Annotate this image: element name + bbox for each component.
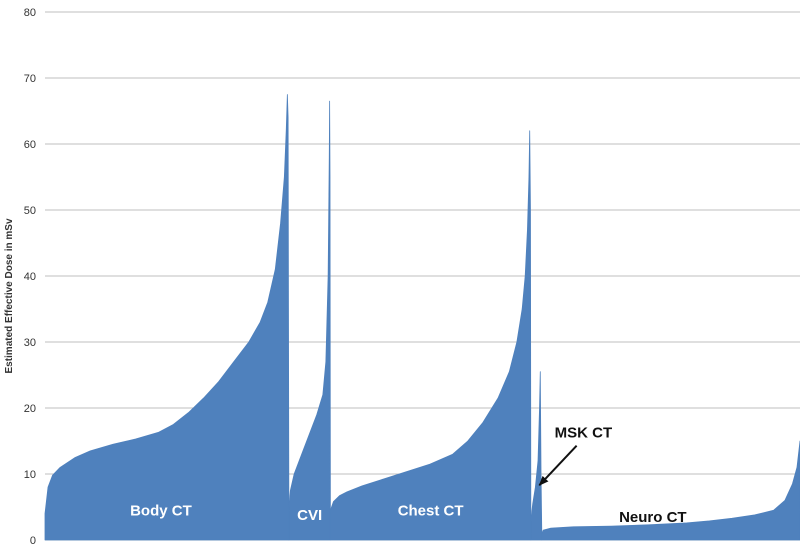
series-label-neuro-ct: Neuro CT <box>619 509 687 526</box>
annotation-msk-ct: MSK CT <box>555 425 613 442</box>
y-tick-label-60: 60 <box>24 139 36 151</box>
y-tick-label-30: 30 <box>24 337 36 349</box>
annotation-arrow <box>538 445 578 486</box>
y-axis-title: Estimated Effective Dose in mSv <box>4 218 15 373</box>
annotations: MSK CT <box>538 425 613 486</box>
series-label-cvi: CVI <box>297 507 322 524</box>
area-msk-ct <box>530 371 543 541</box>
plot-areas <box>44 94 800 541</box>
y-tick-label-10: 10 <box>24 469 36 481</box>
y-axis-ticks: 0 10 20 30 40 50 60 70 80 <box>24 7 36 544</box>
series-labels: Body CT CVI Chest CT Neuro CT <box>130 502 686 526</box>
series-label-body-ct: Body CT <box>130 502 192 519</box>
area-body-ct <box>44 94 290 541</box>
area-chest-ct <box>329 130 532 541</box>
area-cvi <box>288 100 331 541</box>
series-label-chest-ct: Chest CT <box>398 502 464 519</box>
y-tick-label-70: 70 <box>24 73 36 85</box>
y-tick-label-20: 20 <box>24 403 36 415</box>
y-tick-label-80: 80 <box>24 7 36 19</box>
y-tick-label-0: 0 <box>30 535 36 544</box>
area-neuro-ct <box>541 440 800 541</box>
y-tick-label-50: 50 <box>24 205 36 217</box>
y-tick-label-40: 40 <box>24 271 36 283</box>
